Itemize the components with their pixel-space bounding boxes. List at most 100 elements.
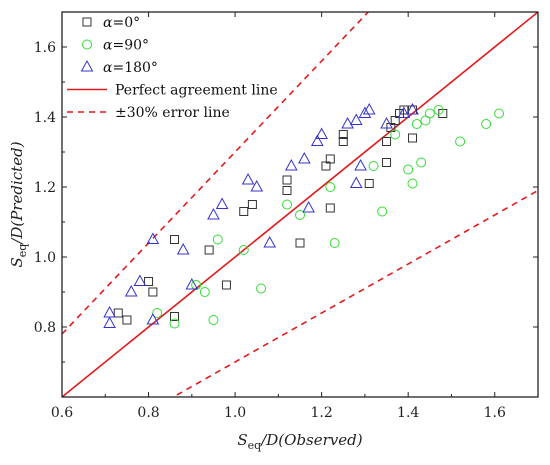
x-tick-label: 1.6: [484, 405, 506, 421]
y-axis-title-main: S: [8, 257, 26, 267]
triangle-point: [406, 102, 419, 115]
circle-point: [403, 164, 414, 175]
circle-point: [212, 234, 223, 245]
legend-square-swatch: [82, 17, 92, 27]
legend-label: Perfect agreement line: [115, 83, 278, 99]
legend-label: ±30% error line: [115, 105, 230, 121]
triangle-point: [207, 207, 220, 220]
triangle-point: [241, 172, 255, 185]
legend-label: α=0°: [103, 15, 140, 31]
y-tick-label: 0.8: [34, 320, 56, 336]
x-tick-label: 1.0: [224, 405, 246, 421]
triangle-point: [358, 106, 372, 118]
square-point: [382, 137, 392, 146]
triangle-point: [397, 106, 411, 118]
x-axis-title: Seq/D(Observed): [237, 431, 362, 452]
x-tick-label: 1.4: [397, 405, 419, 421]
legend-label: α=180°: [103, 60, 158, 76]
triangle-point: [176, 242, 190, 255]
triangle-point: [315, 127, 328, 139]
error-line-0: [62, 12, 370, 335]
triangle-point: [133, 274, 147, 286]
triangle-point: [250, 179, 264, 192]
legend-circle-swatch: [82, 39, 92, 50]
triangle-point: [215, 197, 229, 209]
circle-point: [494, 108, 505, 119]
circle-point: [433, 105, 444, 115]
square-point: [122, 315, 132, 325]
circle-point: [390, 129, 401, 140]
y-axis-title-sub: eq: [16, 244, 29, 258]
legend-item: α=0°: [82, 15, 140, 31]
circle-point: [282, 199, 293, 210]
x-tick-label: 0.8: [137, 405, 159, 421]
circle-point: [256, 283, 267, 294]
triangle-point: [349, 113, 363, 125]
square-point: [364, 179, 374, 188]
circle-point: [407, 178, 418, 189]
circle-point: [424, 108, 435, 119]
square-point: [325, 154, 335, 164]
triangle-point: [297, 151, 311, 164]
square-point: [113, 308, 123, 318]
reference-lines: [62, 12, 538, 397]
plot-frame: [61, 11, 539, 398]
circle-point: [411, 119, 422, 129]
triangle-point: [284, 158, 298, 171]
triangle-point: [310, 134, 324, 146]
legend-triangle-swatch: [80, 59, 94, 72]
legend-item: α=90°: [82, 38, 149, 54]
x-axis-title-sub: eq: [248, 439, 262, 452]
y-tick-label: 1.6: [34, 40, 56, 56]
triangle-point: [146, 312, 160, 325]
y-tick-label: 1.4: [34, 110, 56, 126]
square-point: [282, 186, 292, 195]
x-tick-label: 1.2: [311, 405, 333, 421]
data-points: [103, 102, 505, 329]
x-tick-label: 0.6: [51, 405, 73, 421]
legend-item: Perfect agreement line: [67, 83, 278, 99]
y-tick-label: 1.2: [34, 180, 56, 196]
circle-point: [455, 136, 466, 147]
x-axis-title-main: S: [237, 431, 247, 449]
square-point: [338, 137, 348, 146]
axis-ticks: 0.6 0.8 1.0 1.2 1.4 1.6 0.8 1.0 1.2 1.4 1.6: [34, 12, 538, 421]
square-point: [170, 235, 180, 244]
circle-point: [169, 318, 180, 329]
square-point: [295, 238, 305, 248]
triangle-point: [124, 284, 138, 297]
square-point: [170, 312, 180, 321]
square-point: [239, 207, 249, 216]
circle-point: [152, 308, 163, 318]
triangle-point: [146, 232, 160, 244]
square-point: [338, 130, 348, 139]
perfect-agreement-line-0: [62, 12, 538, 397]
square-point: [204, 245, 214, 255]
circle-point: [208, 315, 219, 325]
circle-point: [416, 157, 427, 168]
error-line-1: [171, 189, 538, 397]
legend-item: α=180°: [80, 59, 158, 76]
triangle-point: [263, 235, 277, 248]
x-axis-title-rest: /D(Observed): [259, 431, 363, 449]
y-axis-title: Seq/D(Predicted): [8, 141, 29, 267]
circle-point: [199, 287, 210, 297]
triangle-point: [349, 176, 363, 188]
square-point: [325, 203, 335, 213]
square-point: [282, 175, 292, 185]
triangle-point: [380, 116, 393, 129]
circle-point: [238, 245, 249, 255]
square-point: [144, 277, 154, 286]
y-axis-title-rest: /D(Predicted): [8, 141, 26, 245]
square-point: [399, 105, 409, 115]
y-tick-label: 1.0: [34, 250, 56, 266]
triangle-point: [362, 102, 376, 115]
triangle-point: [302, 200, 316, 213]
circle-point: [481, 119, 492, 129]
triangle-point: [341, 116, 354, 129]
circle-point: [329, 238, 340, 248]
triangle-point: [354, 158, 367, 171]
square-point: [408, 133, 418, 143]
triangle-point: [103, 305, 116, 318]
